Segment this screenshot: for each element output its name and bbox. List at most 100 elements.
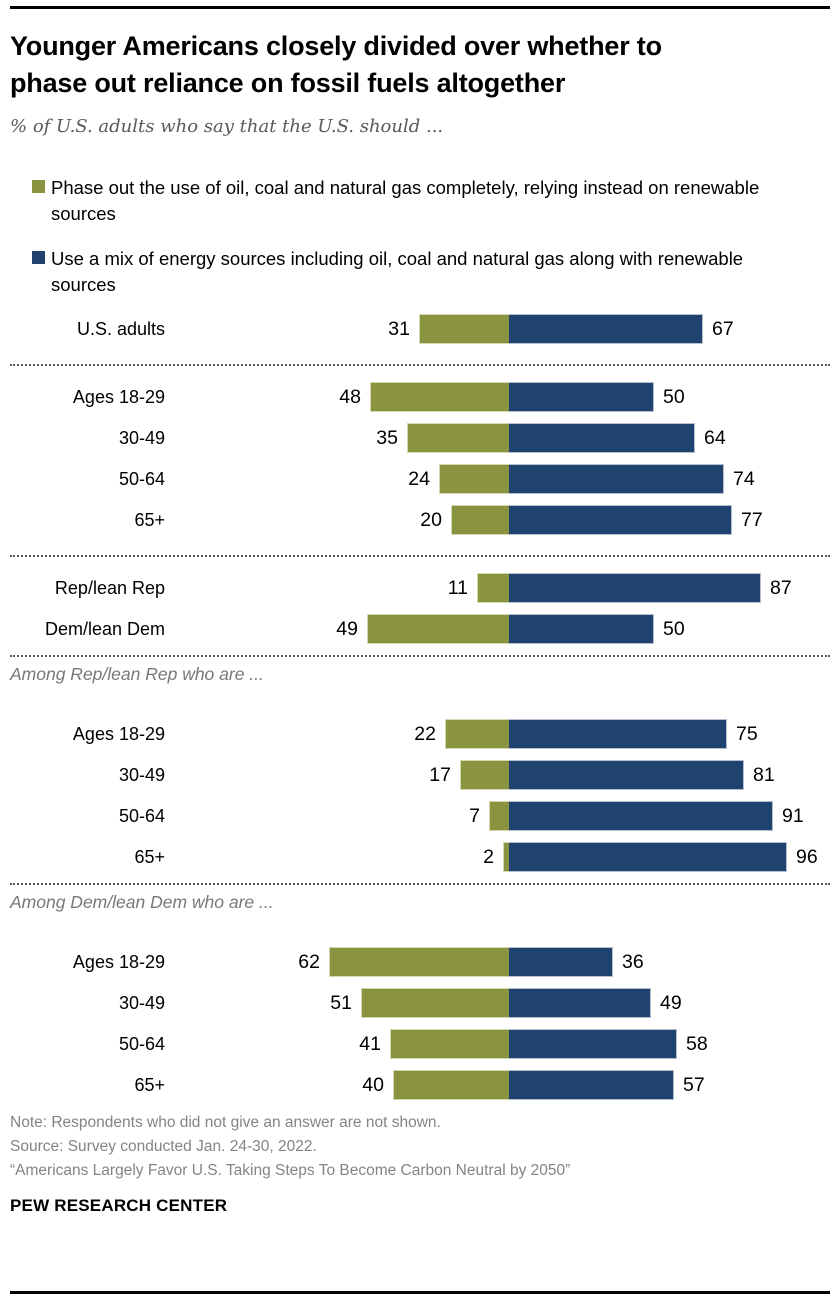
mix-value-label: 57 <box>683 1074 705 1096</box>
phase-out-bar-segment <box>451 505 509 535</box>
phase-out-value-label: 62 <box>298 951 320 973</box>
mix-bar-segment <box>509 760 744 790</box>
mix-value-label: 81 <box>753 764 775 786</box>
bar-row: Ages 18-29 62 36 <box>10 947 830 977</box>
bar-stack <box>477 573 761 603</box>
phase-out-bar-segment <box>361 988 509 1018</box>
mix-bar-segment <box>509 614 654 644</box>
bar-row-group: Ages 18-29 48 50 30-49 35 64 50-64 24 74 65+ 20 77 <box>10 382 830 535</box>
mix-bar-segment <box>509 719 727 749</box>
mix-bar-segment <box>509 947 613 977</box>
bar-stack <box>393 1070 674 1100</box>
phase-out-bar-segment <box>503 842 509 872</box>
mix-bar-segment <box>509 314 703 344</box>
legend-label: Use a mix of energy sources including oi… <box>51 248 744 295</box>
row-label: Dem/lean Dem <box>44 619 165 639</box>
row-label: 50-64 <box>118 1034 165 1054</box>
row-label: 65+ <box>134 1075 165 1095</box>
bar-stack <box>419 314 703 344</box>
phase-out-bar-segment <box>489 801 509 831</box>
mix-bar-segment <box>509 505 732 535</box>
mix-bar-segment <box>509 988 651 1018</box>
row-label: 30-49 <box>118 428 165 448</box>
bar-stack <box>489 801 773 831</box>
mix-bar-segment <box>509 382 654 412</box>
row-label: 65+ <box>134 510 165 530</box>
row-label: 50-64 <box>118 469 165 489</box>
chart-subtitle: % of U.S. adults who say that the U.S. s… <box>10 116 444 137</box>
mix-value-label: 64 <box>704 427 726 449</box>
bar-stack <box>503 842 787 872</box>
row-label: 30-49 <box>118 765 165 785</box>
bar-row: U.S. adults 31 67 <box>10 314 830 344</box>
bar-stack <box>445 719 727 749</box>
bar-row: Dem/lean Dem 49 50 <box>10 614 830 644</box>
bottom-divider-rule <box>10 1291 830 1294</box>
phase-out-value-label: 7 <box>469 805 480 827</box>
bar-row: 50-64 7 91 <box>10 801 830 831</box>
bar-stack <box>361 988 651 1018</box>
bar-row: Ages 18-29 48 50 <box>10 382 830 412</box>
bar-row: 65+ 20 77 <box>10 505 830 535</box>
chart-footnotes: Note: Respondents who did not give an an… <box>10 1111 830 1183</box>
bar-row: 30-49 17 81 <box>10 760 830 790</box>
bar-stack <box>390 1029 677 1059</box>
phase-out-bar-segment <box>419 314 509 344</box>
row-label: 30-49 <box>118 993 165 1013</box>
phase-out-bar-segment <box>367 614 509 644</box>
top-divider-rule <box>10 6 830 9</box>
phase-out-value-label: 2 <box>483 846 494 868</box>
row-label: Ages 18-29 <box>72 952 165 972</box>
phase-out-bar-segment <box>445 719 509 749</box>
bar-row-group: Ages 18-29 22 75 30-49 17 81 50-64 7 91 65+ 2 96 <box>10 719 830 872</box>
bar-stack <box>329 947 613 977</box>
phase-out-value-label: 51 <box>330 992 352 1014</box>
phase-out-bar-segment <box>407 423 509 453</box>
row-label: Rep/lean Rep <box>54 578 165 598</box>
bar-stack <box>439 464 724 494</box>
bar-row: 65+ 2 96 <box>10 842 830 872</box>
phase-out-bar-segment <box>329 947 509 977</box>
bar-row: 30-49 35 64 <box>10 423 830 453</box>
phase-out-value-label: 22 <box>414 723 436 745</box>
report-title-text: “Americans Largely Favor U.S. Taking Ste… <box>10 1162 571 1179</box>
bar-stack <box>370 382 654 412</box>
phase-out-bar-segment <box>477 573 509 603</box>
chart-legend: Phase out the use of oil, coal and natur… <box>10 175 830 298</box>
bar-row: 30-49 51 49 <box>10 988 830 1018</box>
bar-row-group: U.S. adults 31 67 <box>10 314 830 344</box>
bar-row: 50-64 41 58 <box>10 1029 830 1059</box>
mix-swatch-icon <box>32 251 45 264</box>
mix-value-label: 77 <box>741 509 763 531</box>
mix-value-label: 50 <box>663 386 685 408</box>
bar-row-group: Ages 18-29 62 36 30-49 51 49 50-64 41 58 65+ 40 57 <box>10 947 830 1100</box>
legend-item-phase-out: Phase out the use of oil, coal and natur… <box>10 175 830 227</box>
phase-out-value-label: 24 <box>408 468 430 490</box>
row-label: U.S. adults <box>76 319 165 339</box>
mix-bar-segment <box>509 1029 677 1059</box>
dotted-section-divider <box>10 883 830 885</box>
mix-value-label: 58 <box>686 1033 708 1055</box>
phase-out-value-label: 17 <box>429 764 451 786</box>
row-label: Ages 18-29 <box>72 724 165 744</box>
group-heading: Among Rep/lean Rep who are ... <box>10 664 264 684</box>
row-label: 65+ <box>134 847 165 867</box>
page-title: Younger Americans closely divided over w… <box>10 31 662 98</box>
phase-out-swatch-icon <box>32 180 45 193</box>
pew-research-center-wordmark: PEW RESEARCH CENTER <box>10 1196 228 1215</box>
phase-out-bar-segment <box>370 382 509 412</box>
legend-label: Phase out the use of oil, coal and natur… <box>51 177 760 224</box>
phase-out-value-label: 40 <box>362 1074 384 1096</box>
phase-out-value-label: 31 <box>388 318 410 340</box>
phase-out-value-label: 48 <box>339 386 361 408</box>
mix-value-label: 50 <box>663 618 685 640</box>
phase-out-bar-segment <box>393 1070 509 1100</box>
mix-bar-segment <box>509 801 773 831</box>
bar-row: Ages 18-29 22 75 <box>10 719 830 749</box>
mix-value-label: 36 <box>622 951 644 973</box>
source-text: Source: Survey conducted Jan. 24-30, 202… <box>10 1138 317 1155</box>
chart-card: Younger Americans closely divided over w… <box>0 6 840 1300</box>
bar-row: 65+ 40 57 <box>10 1070 830 1100</box>
note-text: Note: Respondents who did not give an an… <box>10 1114 441 1131</box>
row-label: Ages 18-29 <box>72 387 165 407</box>
